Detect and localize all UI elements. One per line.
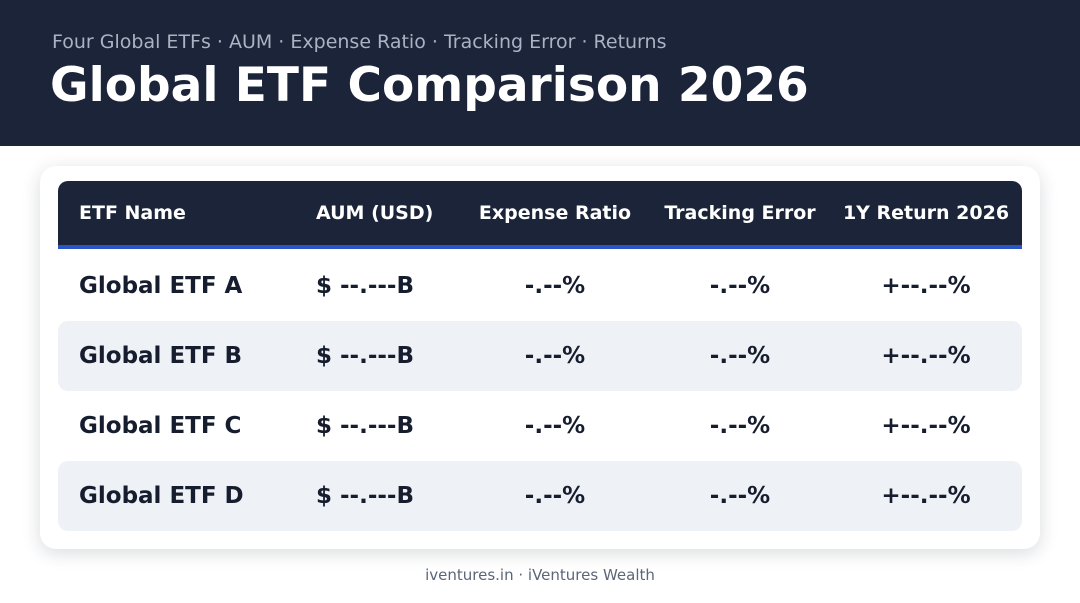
- page-subtitle: Four Global ETFs · AUM · Expense Ratio ·…: [52, 31, 667, 53]
- table-row: Global ETF D $ --.---B -.--% -.--% +--.-…: [58, 461, 1022, 531]
- expense-ratio-cell: -.--%: [524, 483, 586, 509]
- column-header-tracking-error: Tracking Error: [664, 202, 816, 224]
- tracking-error-cell: -.--%: [709, 273, 771, 299]
- expense-ratio-cell: -.--%: [524, 273, 586, 299]
- tracking-error-cell: -.--%: [709, 343, 771, 369]
- page-title: Global ETF Comparison 2026: [50, 58, 809, 113]
- tracking-error-cell: -.--%: [709, 413, 771, 439]
- table-row: Global ETF B $ --.---B -.--% -.--% +--.-…: [58, 321, 1022, 391]
- aum-cell: $ --.---B: [316, 483, 415, 509]
- aum-cell: $ --.---B: [316, 273, 415, 299]
- tracking-error-cell: -.--%: [709, 483, 771, 509]
- footer-credit: iventures.in · iVentures Wealth: [425, 566, 655, 584]
- column-header-1y-return: 1Y Return 2026: [842, 202, 1010, 224]
- etf-name-cell: Global ETF A: [79, 273, 243, 299]
- table-row: Global ETF A $ --.---B -.--% -.--% +--.-…: [58, 251, 1022, 321]
- aum-cell: $ --.---B: [316, 413, 415, 439]
- table-row: Global ETF C $ --.---B -.--% -.--% +--.-…: [58, 391, 1022, 461]
- etf-name-cell: Global ETF B: [79, 343, 243, 369]
- etf-name-cell: Global ETF C: [79, 413, 242, 439]
- column-header-etf-name: ETF Name: [79, 202, 186, 224]
- column-header-aum: AUM (USD): [316, 202, 434, 224]
- comparison-table-card: ETF Name AUM (USD) Expense Ratio Trackin…: [40, 166, 1040, 549]
- aum-cell: $ --.---B: [316, 343, 415, 369]
- expense-ratio-cell: -.--%: [524, 343, 586, 369]
- column-header-expense-ratio: Expense Ratio: [478, 202, 632, 224]
- expense-ratio-cell: -.--%: [524, 413, 586, 439]
- etf-name-cell: Global ETF D: [79, 483, 244, 509]
- table-header: ETF Name AUM (USD) Expense Ratio Trackin…: [58, 181, 1022, 249]
- return-cell: +--.--%: [881, 413, 971, 439]
- return-cell: +--.--%: [881, 273, 971, 299]
- return-cell: +--.--%: [881, 343, 971, 369]
- header-banner: Four Global ETFs · AUM · Expense Ratio ·…: [0, 0, 1080, 146]
- return-cell: +--.--%: [881, 483, 971, 509]
